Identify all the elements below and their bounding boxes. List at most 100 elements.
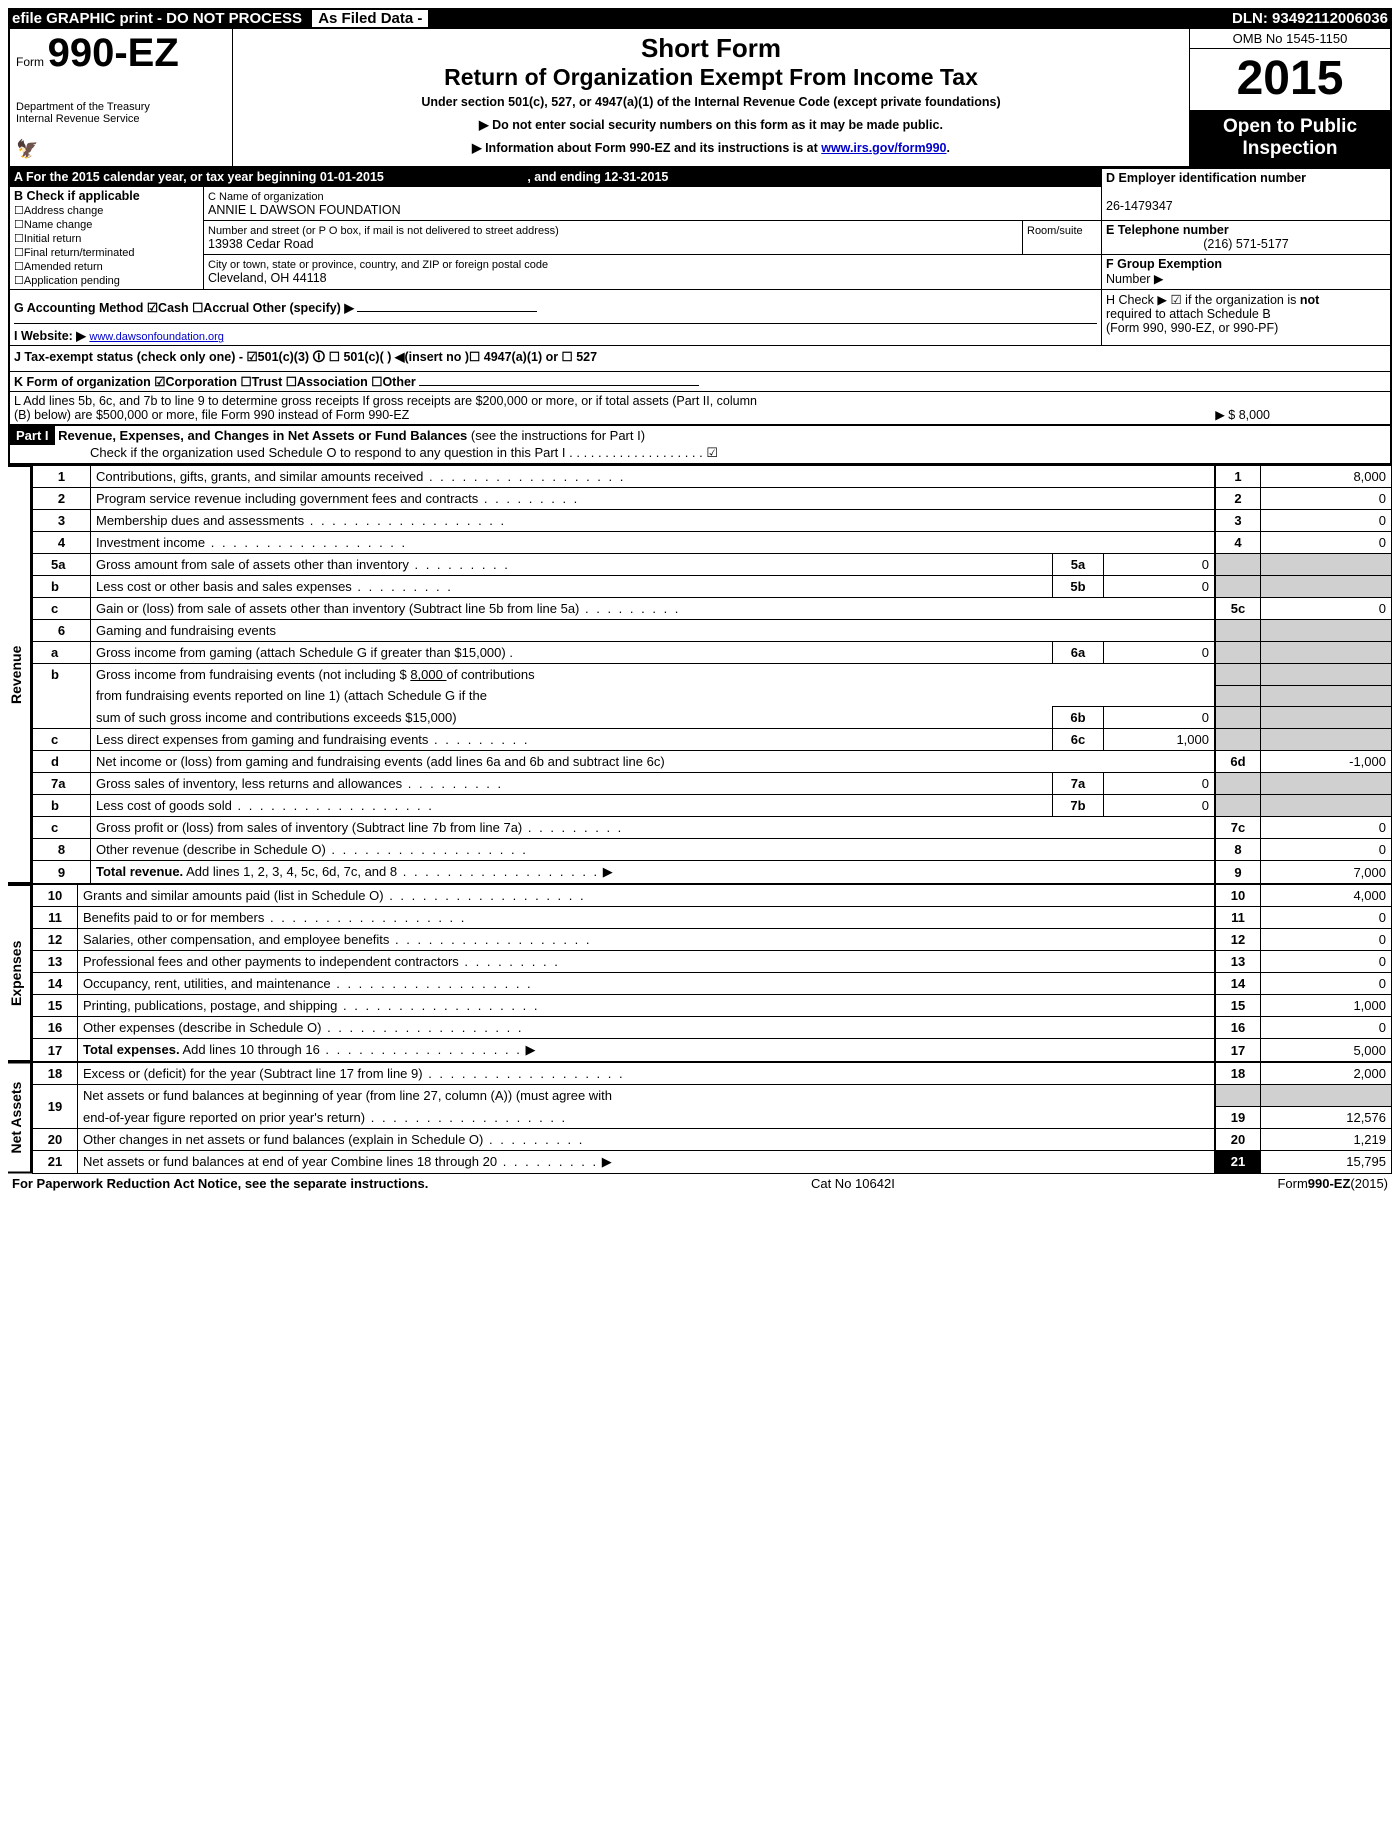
website-link[interactable]: www.dawsonfoundation.org bbox=[89, 331, 224, 343]
form-prefix: Form bbox=[16, 55, 44, 69]
box-l2: (B) below) are $500,000 or more, file Fo… bbox=[14, 408, 409, 422]
l5b-val: 0 bbox=[1104, 576, 1216, 598]
warn-info: ▶ Information about Form 990-EZ and its … bbox=[241, 140, 1181, 155]
l4-desc: Investment income bbox=[96, 535, 205, 550]
box-b-head: B Check if applicable bbox=[14, 189, 140, 203]
l13-val: 0 bbox=[1261, 951, 1392, 973]
box-h1b: not bbox=[1300, 293, 1319, 307]
revenue-section: Revenue 1Contributions, gifts, grants, a… bbox=[8, 465, 1392, 884]
sidebar-expenses: Expenses bbox=[8, 884, 32, 1062]
box-h1: H Check ▶ ☑ if the organization is bbox=[1106, 293, 1300, 307]
part1-title: Revenue, Expenses, and Changes in Net As… bbox=[58, 428, 467, 443]
footer-right: Form990-EZ(2015) bbox=[1277, 1176, 1388, 1191]
l1-desc: Contributions, gifts, grants, and simila… bbox=[96, 469, 423, 484]
l9-desc: Total revenue. bbox=[96, 864, 183, 879]
l6b-amount: 8,000 bbox=[410, 667, 446, 682]
form-header: Form 990-EZ 🦅 Department of the Treasury… bbox=[8, 29, 1392, 168]
l5a-val: 0 bbox=[1104, 554, 1216, 576]
l11-desc: Benefits paid to or for members bbox=[83, 910, 264, 925]
part1-label: Part I bbox=[10, 426, 55, 445]
l6b-val: 0 bbox=[1104, 707, 1216, 729]
asfiled-label: As Filed Data - bbox=[312, 10, 428, 27]
title-shortform: Short Form bbox=[241, 33, 1181, 64]
l7a-desc: Gross sales of inventory, less returns a… bbox=[96, 776, 402, 791]
box-k: K Form of organization ☑Corporation ☐Tru… bbox=[14, 375, 419, 389]
part1-check: Check if the organization used Schedule … bbox=[10, 445, 718, 460]
line-a: A For the 2015 calendar year, or tax yea… bbox=[14, 170, 384, 184]
l19-desc1: Net assets or fund balances at beginning… bbox=[78, 1085, 1216, 1107]
l16-val: 0 bbox=[1261, 1017, 1392, 1039]
l7b-val: 0 bbox=[1104, 795, 1216, 817]
l19-desc2: end-of-year figure reported on prior yea… bbox=[83, 1110, 365, 1125]
box-i-label: I Website: ▶ bbox=[14, 329, 86, 343]
l10-val: 4,000 bbox=[1261, 885, 1392, 907]
l6b-desc1: Gross income from fundraising events (no… bbox=[96, 667, 410, 682]
l6-desc: Gaming and fundraising events bbox=[91, 620, 1216, 642]
top-bar: efile GRAPHIC print - DO NOT PROCESS As … bbox=[8, 8, 1392, 29]
b-app: ☐Application pending bbox=[14, 275, 120, 287]
subtitle: Under section 501(c), 527, or 4947(a)(1)… bbox=[241, 95, 1181, 109]
l13-desc: Professional fees and other payments to … bbox=[83, 954, 459, 969]
l20-desc: Other changes in net assets or fund bala… bbox=[83, 1132, 483, 1147]
l6d-desc: Net income or (loss) from gaming and fun… bbox=[91, 751, 1216, 773]
form-number: 990-EZ bbox=[48, 31, 179, 75]
l7a-val: 0 bbox=[1104, 773, 1216, 795]
box-f-label: F Group Exemption bbox=[1106, 257, 1222, 271]
room-label: Room/suite bbox=[1027, 225, 1083, 237]
info-box-table: A For the 2015 calendar year, or tax yea… bbox=[8, 168, 1392, 427]
page-footer: For Paperwork Reduction Act Notice, see … bbox=[8, 1174, 1392, 1193]
l17-desc: Total expenses. bbox=[83, 1042, 180, 1057]
l15-desc: Printing, publications, postage, and shi… bbox=[83, 998, 337, 1013]
box-h3: (Form 990, 990-EZ, or 990-PF) bbox=[1106, 321, 1278, 335]
l6c-desc: Less direct expenses from gaming and fun… bbox=[96, 732, 428, 747]
l18-val: 2,000 bbox=[1261, 1063, 1392, 1085]
org-name: ANNIE L DAWSON FOUNDATION bbox=[208, 203, 401, 217]
l2-desc: Program service revenue including govern… bbox=[96, 491, 478, 506]
warn-info-pre: ▶ Information about Form 990-EZ and its … bbox=[472, 141, 821, 155]
warn-ssn: ▶ Do not enter social security numbers o… bbox=[241, 117, 1181, 132]
l5c-desc: Gain or (loss) from sale of assets other… bbox=[96, 601, 579, 616]
b-addr: ☐Address change bbox=[14, 205, 103, 217]
box-c-city-label: City or town, state or province, country… bbox=[208, 259, 548, 271]
dept-treasury: Department of the Treasury bbox=[16, 101, 226, 113]
l21-val: 15,795 bbox=[1261, 1150, 1392, 1173]
org-city: Cleveland, OH 44118 bbox=[208, 271, 327, 285]
l6b-desc1b: of contributions bbox=[446, 667, 534, 682]
box-j: J Tax-exempt status (check only one) - ☑… bbox=[14, 350, 597, 364]
irs-link[interactable]: www.irs.gov/form990 bbox=[821, 141, 946, 155]
l12-desc: Salaries, other compensation, and employ… bbox=[83, 932, 389, 947]
title-return: Return of Organization Exempt From Incom… bbox=[241, 64, 1181, 91]
l2-val: 0 bbox=[1261, 488, 1392, 510]
footer-left: For Paperwork Reduction Act Notice, see … bbox=[12, 1176, 428, 1191]
dept-irs: Internal Revenue Service bbox=[16, 113, 226, 125]
box-l-val: ▶ $ 8,000 bbox=[1215, 407, 1270, 422]
l17-val: 5,000 bbox=[1261, 1039, 1392, 1062]
footer-cat: Cat No 10642I bbox=[811, 1176, 895, 1191]
open-line2: Inspection bbox=[1192, 138, 1388, 160]
box-d-ein: 26-1479347 bbox=[1106, 199, 1173, 213]
part1-title-suffix: (see the instructions for Part I) bbox=[471, 428, 645, 443]
tax-year: 2015 bbox=[1190, 49, 1390, 110]
b-amend: ☐Amended return bbox=[14, 261, 103, 273]
box-e-phone: (216) 571-5177 bbox=[1106, 237, 1386, 251]
l9-desc2: Add lines 1, 2, 3, 4, 5c, 6d, 7c, and 8 bbox=[183, 864, 397, 879]
dln-label: DLN: 93492112006036 bbox=[1232, 10, 1388, 27]
l21-desc: Net assets or fund balances at end of ye… bbox=[83, 1154, 497, 1169]
l5c-val: 0 bbox=[1261, 598, 1392, 620]
l19-val: 12,576 bbox=[1261, 1106, 1392, 1128]
l11-val: 0 bbox=[1261, 907, 1392, 929]
expenses-section: Expenses 10Grants and similar amounts pa… bbox=[8, 884, 1392, 1062]
l12-val: 0 bbox=[1261, 929, 1392, 951]
l3-desc: Membership dues and assessments bbox=[96, 513, 304, 528]
efile-label: efile GRAPHIC print - DO NOT PROCESS bbox=[12, 10, 302, 27]
l18-desc: Excess or (deficit) for the year (Subtra… bbox=[83, 1066, 423, 1081]
b-name: ☐Name change bbox=[14, 219, 92, 231]
sidebar-revenue: Revenue bbox=[8, 465, 32, 884]
line-a-end: , and ending 12-31-2015 bbox=[527, 170, 668, 184]
l17-desc2: Add lines 10 through 16 bbox=[180, 1042, 320, 1057]
l9-val: 7,000 bbox=[1261, 861, 1392, 884]
box-c-street-label: Number and street (or P O box, if mail i… bbox=[208, 225, 559, 237]
open-line1: Open to Public bbox=[1192, 116, 1388, 138]
l14-val: 0 bbox=[1261, 973, 1392, 995]
l16-desc: Other expenses (describe in Schedule O) bbox=[83, 1020, 321, 1035]
